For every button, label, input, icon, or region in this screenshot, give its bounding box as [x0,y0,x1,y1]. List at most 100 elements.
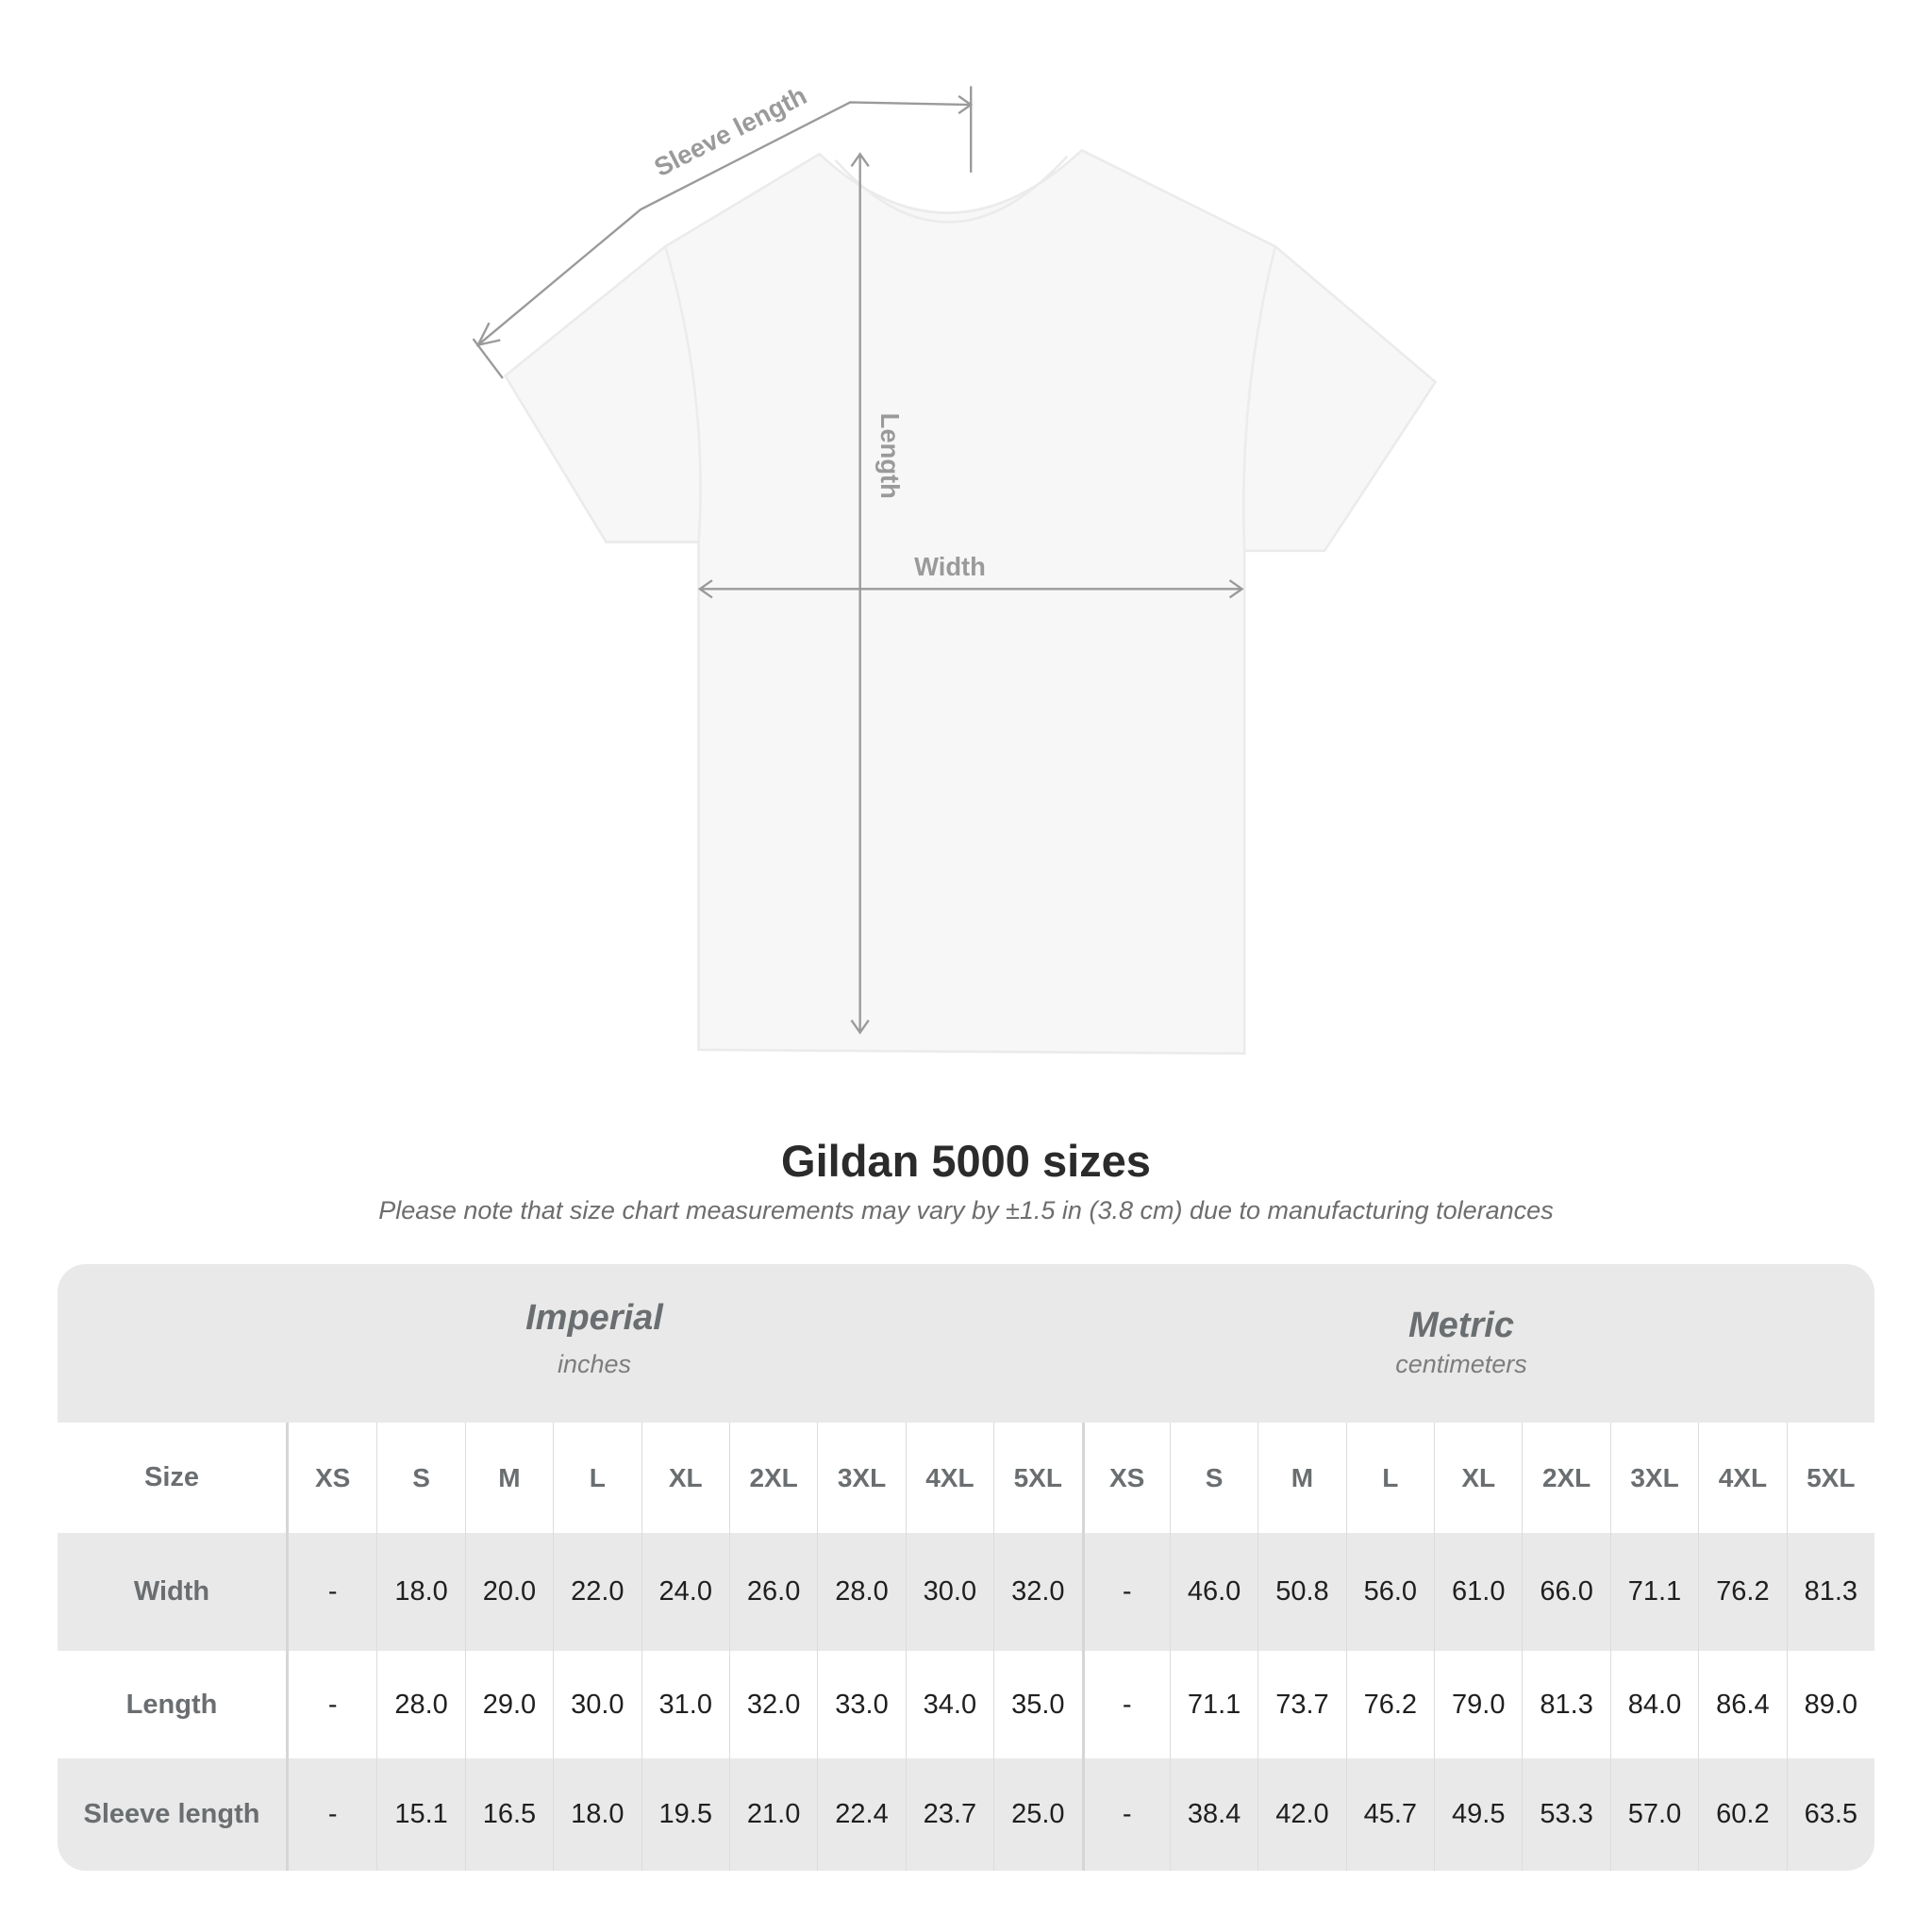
value-cell: 34.0 [905,1651,993,1758]
size-header-cell: 2XL [1522,1423,1609,1533]
value-cell: 35.0 [993,1651,1081,1758]
imperial-header: Imperial inches [170,1298,1019,1379]
value-cell: 63.5 [1786,1758,1874,1871]
value-cell: 15.1 [376,1758,464,1871]
value-cell: 81.3 [1522,1651,1609,1758]
value-cell: 18.0 [376,1533,464,1651]
size-header-cell: 3XL [1609,1423,1698,1533]
table-row: Sleeve length - 15.1 16.5 18.0 19.5 21.0 22.4 23… [58,1758,1874,1871]
size-header-cell: 5XL [993,1423,1081,1533]
value-cell: 20.0 [464,1533,553,1651]
value-cell: - [1081,1651,1170,1758]
value-cell: 28.0 [817,1533,905,1651]
imperial-title: Imperial [525,1298,663,1338]
value-cell: 24.0 [641,1533,729,1651]
sleeve-length-arrow [472,86,974,379]
metric-title: Metric [1408,1306,1514,1345]
value-cell: - [1081,1533,1170,1651]
value-cell: 71.1 [1609,1533,1698,1651]
value-cell: 61.0 [1434,1533,1522,1651]
size-header-cell: XL [1434,1423,1522,1533]
width-arrow [697,579,1244,599]
value-cell: 23.7 [905,1758,993,1871]
imperial-unit: inches [557,1350,632,1378]
value-cell: 28.0 [376,1651,464,1758]
size-header-cell: S [376,1423,464,1533]
value-cell: 26.0 [728,1533,817,1651]
value-cell: 18.0 [553,1758,641,1871]
value-cell: - [1081,1758,1170,1871]
value-cell: 16.5 [464,1758,553,1871]
table-row: Width -18.0 20.0 22.0 24.0 26.0 28.0 30.0 32.0-4… [58,1533,1874,1651]
tshirt-shape [503,148,1438,1056]
value-cell: 79.0 [1434,1651,1522,1758]
size-header-cell: 4XL [1698,1423,1786,1533]
value-cell: 45.7 [1345,1758,1434,1871]
size-header-row: Size XS S M L XL 2XL 3XL 4XL 5XL XS S M L XL 2XL 3XL 4XL 5… [58,1423,1874,1533]
length-label: Length [875,413,905,499]
size-chart-table: Imperial inches Metric centimeters Size X… [58,1264,1874,1871]
value-cell: 86.4 [1698,1651,1786,1758]
value-cell: 60.2 [1698,1758,1786,1871]
value-cell: 25.0 [993,1758,1081,1871]
value-cell: 31.0 [641,1651,729,1758]
value-cell: 49.5 [1434,1758,1522,1871]
length-arrow [850,152,870,1035]
size-header-cell: 3XL [817,1423,905,1533]
row-label: Size [58,1423,289,1533]
value-cell: 56.0 [1345,1533,1434,1651]
size-header-cell: 4XL [905,1423,993,1533]
table-row: Length -28.0 29.0 30.0 31.0 32.0 33.0 34.0 35.0-… [58,1651,1874,1758]
size-header-cell: M [464,1423,553,1533]
value-cell: 57.0 [1609,1758,1698,1871]
value-cell: 76.2 [1698,1533,1786,1651]
page-title: Gildan 5000 sizes [781,1136,1151,1186]
value-cell: 22.0 [553,1533,641,1651]
size-header-cell: XS [1081,1423,1170,1533]
value-cell: 73.7 [1257,1651,1345,1758]
value-cell: 81.3 [1786,1533,1874,1651]
sleeve-length-label: Sleeve length [649,80,811,182]
size-header-cell: L [553,1423,641,1533]
size-header-cell: S [1169,1423,1257,1533]
width-label: Width [914,552,986,581]
metric-unit: centimeters [1395,1350,1527,1378]
row-label: Length [58,1651,289,1758]
value-cell: 21.0 [728,1758,817,1871]
value-cell: 33.0 [817,1651,905,1758]
row-label: Width [58,1533,289,1651]
value-cell: 89.0 [1786,1651,1874,1758]
value-cell: 32.0 [993,1533,1081,1651]
size-header-cell: M [1257,1423,1345,1533]
value-cell: 29.0 [464,1651,553,1758]
size-header-cell: 2XL [728,1423,817,1533]
value-cell: 71.1 [1169,1651,1257,1758]
unit-header: Imperial inches Metric centimeters [58,1264,1874,1423]
value-cell: 30.0 [905,1533,993,1651]
value-cell: 42.0 [1257,1758,1345,1871]
value-cell: 38.4 [1169,1758,1257,1871]
value-cell: 76.2 [1345,1651,1434,1758]
metric-header: Metric centimeters [1037,1306,1874,1379]
value-cell: - [327,1576,338,1607]
value-cell: 22.4 [817,1758,905,1871]
value-cell: 84.0 [1609,1651,1698,1758]
size-header-cell: L [1345,1423,1434,1533]
value-cell: 53.3 [1522,1758,1609,1871]
value-cell: - [327,1799,338,1829]
sleeve-seam-right [1241,245,1277,551]
value-cell: - [327,1689,338,1720]
sleeve-seam-left [664,245,702,542]
value-cell: 46.0 [1169,1533,1257,1651]
tolerance-note: Please note that size chart measurements… [378,1196,1554,1224]
size-header-cell: 5XL [1786,1423,1874,1533]
value-cell: 50.8 [1257,1533,1345,1651]
value-cell: 30.0 [553,1651,641,1758]
row-label: Sleeve length [58,1758,289,1871]
value-cell: 66.0 [1522,1533,1609,1651]
size-header-cell: XL [641,1423,729,1533]
collar-seam [834,155,1069,224]
value-cell: 32.0 [728,1651,817,1758]
size-header-cell: XS [315,1462,351,1492]
